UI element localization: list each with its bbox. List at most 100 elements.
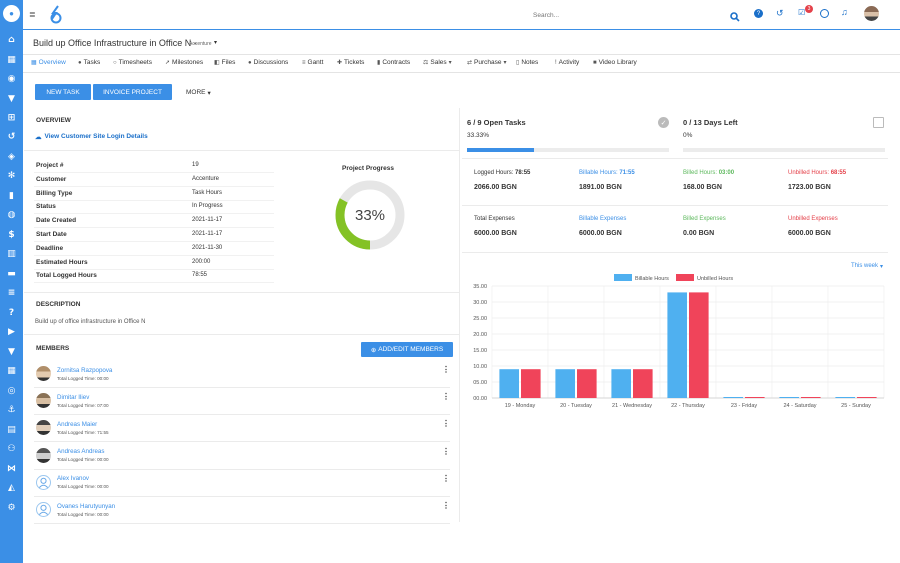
bar-chart-icon[interactable]: ▥ <box>7 248 16 259</box>
field-value: Task Hours <box>192 189 223 196</box>
calendar-icon[interactable]: ▦ <box>7 54 16 65</box>
location-icon[interactable]: ◈ <box>8 151 15 162</box>
home-icon[interactable]: ⌂ <box>8 34 15 45</box>
calendar-alt-icon[interactable]: ▦ <box>7 365 16 376</box>
hours-label: Billed Hours: 03:00 <box>683 170 735 176</box>
dollar-icon[interactable]: $ <box>8 229 15 240</box>
member-avatar[interactable] <box>36 502 51 517</box>
anchor-icon[interactable]: ⚓ <box>7 404 16 415</box>
video-icon[interactable]: ▶ <box>8 326 15 337</box>
document-icon[interactable]: ▤ <box>7 424 16 435</box>
member-options-icon[interactable]: ⋮ <box>442 419 450 429</box>
tab-files[interactable]: ◧ Files <box>214 59 236 66</box>
y-tick-label: 35.00 <box>473 284 487 290</box>
user-avatar[interactable] <box>864 6 879 21</box>
bar-unbilled[interactable] <box>689 292 709 398</box>
expense-amount: 6000.00 BGN <box>788 230 831 237</box>
tab-video-library[interactable]: ■ Video Library <box>593 59 637 66</box>
member-options-icon[interactable]: ⋮ <box>442 473 450 483</box>
users-icon[interactable]: ⚇ <box>7 443 16 454</box>
history-icon[interactable]: ↺ <box>776 8 784 18</box>
share-icon[interactable]: ⋈ <box>7 463 16 474</box>
tab-notes[interactable]: ▯ Notes <box>516 59 539 66</box>
settings-icon[interactable]: ⚙ <box>7 502 16 513</box>
comments-icon: ● <box>248 59 252 66</box>
bar-billable[interactable] <box>667 292 687 398</box>
member-divider <box>34 387 450 388</box>
bar-billable[interactable] <box>835 397 855 398</box>
project-switch-caret-icon[interactable]: ▾ <box>214 40 218 46</box>
member-name[interactable]: Andreas Maier <box>57 420 98 428</box>
bar-unbilled[interactable] <box>577 369 597 398</box>
clock-icon[interactable] <box>820 9 829 18</box>
tab-purchase[interactable]: ⇄ Purchase ▾ <box>467 59 507 66</box>
member-avatar[interactable] <box>36 447 51 463</box>
member-name[interactable]: Dimitar Iliev <box>57 393 90 401</box>
bar-billable[interactable] <box>611 369 631 398</box>
cart-icon[interactable]: ⊞ <box>7 112 16 123</box>
hamburger-icon[interactable]: ≣ <box>29 10 36 19</box>
bar-billable[interactable] <box>779 397 799 398</box>
invoice-project-button[interactable]: INVOICE PROJECT <box>93 84 172 100</box>
member-options-icon[interactable]: ⋮ <box>442 392 450 402</box>
tab-tickets[interactable]: ✚ Tickets <box>337 59 365 66</box>
tab-discussions[interactable]: ● Discussions <box>248 59 289 66</box>
more-dropdown[interactable]: MORE ▾ <box>186 89 211 97</box>
member-options-icon[interactable]: ⋮ <box>442 501 450 510</box>
filter-icon[interactable]: ▼ <box>8 93 15 104</box>
area-chart-icon[interactable]: ◭ <box>8 482 15 493</box>
tab-tasks[interactable]: ● Tasks <box>78 59 101 66</box>
new-task-button[interactable]: NEW TASK <box>35 84 91 100</box>
member-avatar[interactable] <box>36 474 51 490</box>
chart-icon[interactable]: ▮ <box>9 190 14 201</box>
menu-icon[interactable]: ≡ <box>7 287 16 298</box>
member-name[interactable]: Zornitsa Razpopova <box>57 366 113 374</box>
snowflake-icon[interactable]: ✻ <box>7 170 16 181</box>
bar-billable[interactable] <box>499 369 519 398</box>
member-options-icon[interactable]: ⋮ <box>442 446 450 456</box>
balance-icon: ⚖ <box>423 60 429 66</box>
funnel-icon[interactable]: ▼ <box>8 346 15 357</box>
search-input[interactable] <box>533 8 683 22</box>
member-name[interactable]: Andreas Andreas <box>57 448 105 456</box>
bar-billable[interactable] <box>555 369 575 398</box>
tab-timesheets[interactable]: ○ Timesheets <box>113 59 152 66</box>
bar-unbilled[interactable] <box>801 397 821 398</box>
member-name[interactable]: Alex Ivanov <box>57 475 89 483</box>
tab-contracts[interactable]: ▮ Contracts <box>377 59 411 66</box>
search-icon[interactable] <box>730 9 740 22</box>
help-icon[interactable]: ? <box>8 307 15 318</box>
app-logo[interactable] <box>49 5 63 24</box>
tab-activity[interactable]: ! Activity <box>555 59 580 66</box>
bar-unbilled[interactable] <box>745 397 765 398</box>
tab-overview[interactable]: ▦ Overview <box>31 59 66 66</box>
bar-unbilled[interactable] <box>521 369 541 398</box>
member-avatar[interactable] <box>36 366 51 381</box>
tab-sales[interactable]: ⚖ Sales ▾ <box>423 59 452 66</box>
period-selector[interactable]: This week ▾ <box>851 263 884 270</box>
member-name[interactable]: Ovanes Harutyunyan <box>57 502 116 510</box>
user-icon[interactable]: ◉ <box>7 73 16 84</box>
bar-unbilled[interactable] <box>857 397 877 398</box>
y-tick-label: 00.00 <box>473 396 487 402</box>
tab-gantt[interactable]: ≡ Gantt <box>302 59 324 66</box>
sidebar-toggle-icon[interactable]: ● <box>3 5 20 22</box>
y-tick-label: 25.00 <box>473 316 487 322</box>
member-avatar[interactable] <box>36 393 51 409</box>
member-avatar[interactable] <box>36 420 51 436</box>
history-icon[interactable]: ↺ <box>7 131 16 142</box>
globe-icon[interactable]: ◍ <box>7 209 16 220</box>
project-title-bar: Build up Office Infrastructure in Office… <box>23 31 900 55</box>
add-edit-members-button[interactable]: ⊕ ADD/EDIT MEMBERS <box>361 342 453 357</box>
truck-icon[interactable]: ▬ <box>7 268 16 279</box>
x-tick-label: 23 - Friday <box>731 403 758 409</box>
customer-login-link[interactable]: ☁ View Customer Site Login Details <box>35 133 148 141</box>
tasks-icon[interactable]: ☑ <box>798 8 806 17</box>
member-options-icon[interactable]: ⋮ <box>442 365 450 374</box>
account-icon[interactable]: ◎ <box>7 385 16 396</box>
bell-icon[interactable]: ♫ <box>841 7 848 17</box>
bar-unbilled[interactable] <box>633 369 653 398</box>
help-circle-icon[interactable]: ? <box>754 9 763 18</box>
bar-billable[interactable] <box>723 397 743 398</box>
tab-milestones[interactable]: ➚ Milestones <box>165 59 204 66</box>
